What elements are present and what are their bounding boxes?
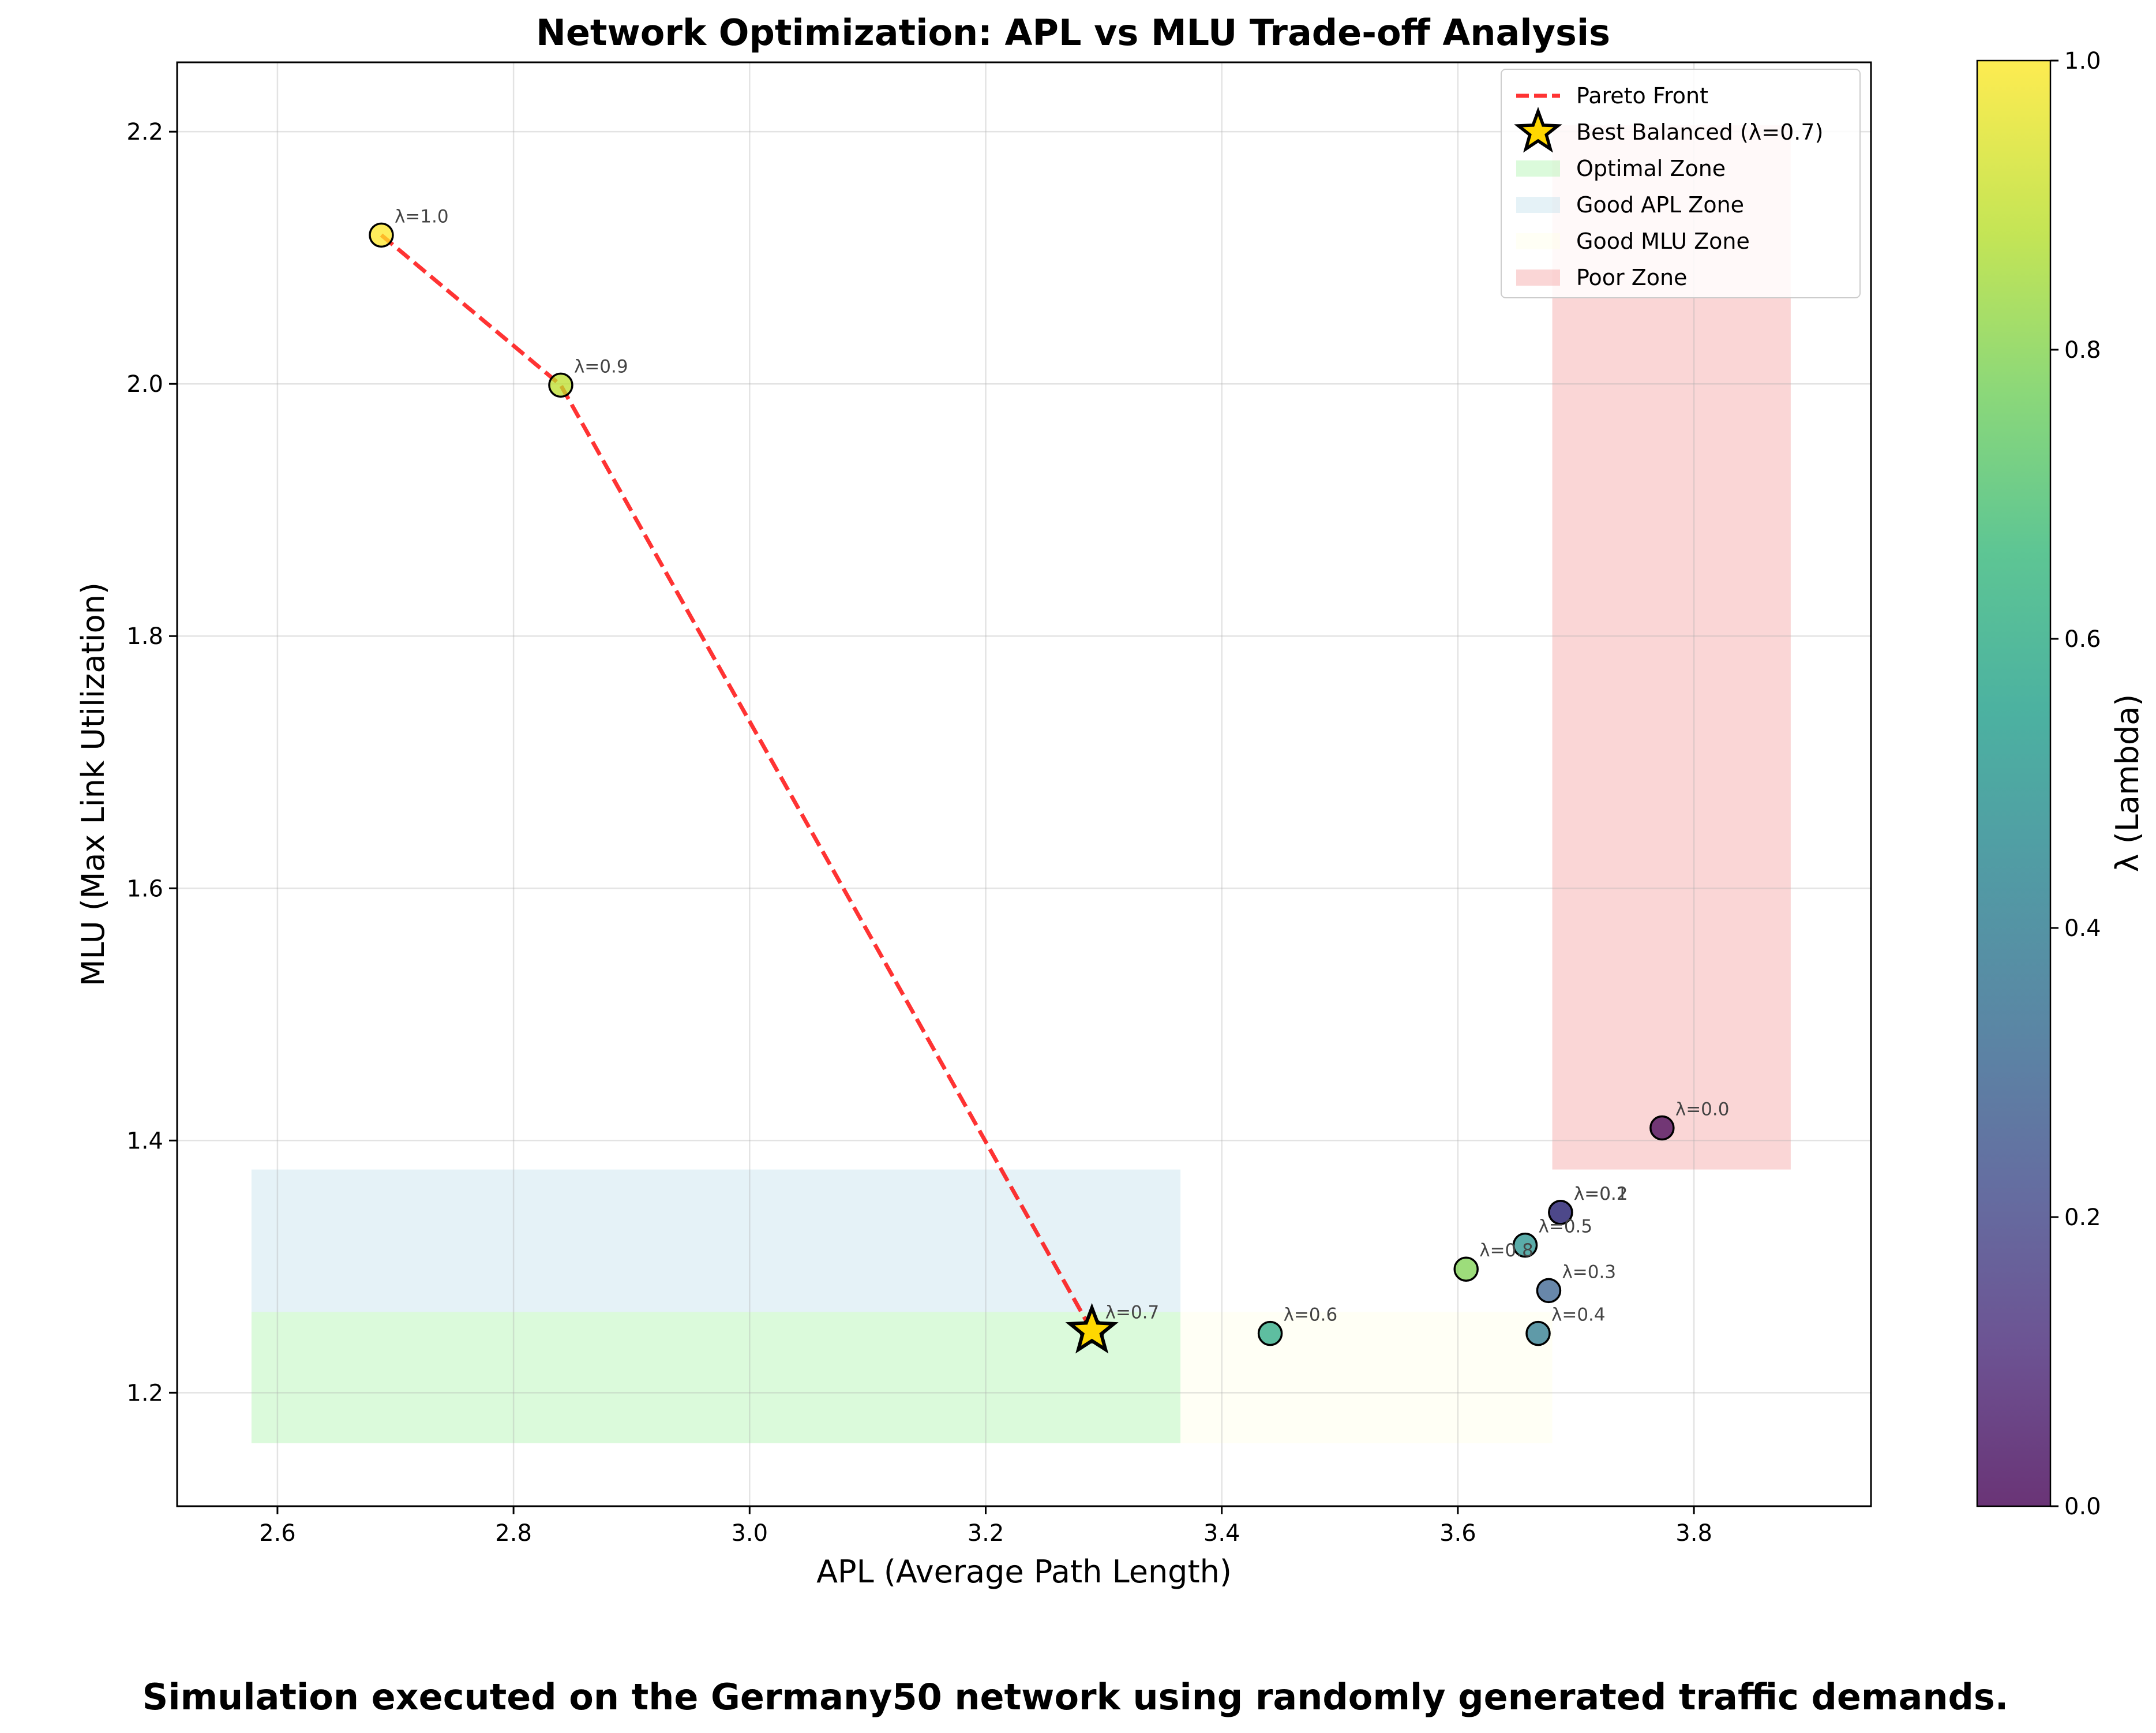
legend-label: Good APL Zone bbox=[1576, 192, 1744, 218]
y-axis-label: MLU (Max Link Utilization) bbox=[75, 582, 111, 986]
legend-label: Best Balanced (λ=0.7) bbox=[1576, 119, 1823, 145]
legend-swatch-patch bbox=[1516, 270, 1560, 286]
colorbar-tick-label: 0.4 bbox=[2064, 915, 2101, 942]
y-tick-label: 1.4 bbox=[126, 1128, 163, 1154]
point-label: λ=0.5 bbox=[1539, 1217, 1593, 1237]
legend-swatch-patch bbox=[1516, 197, 1560, 213]
point-label: λ=1.0 bbox=[395, 206, 449, 227]
caption: Simulation executed on the Germany50 net… bbox=[143, 1676, 2009, 1718]
point-label: λ=0.7 bbox=[1105, 1302, 1160, 1323]
legend-swatch-star bbox=[1514, 107, 1562, 153]
scatter-point bbox=[1525, 1320, 1551, 1346]
scatter-point bbox=[1536, 1278, 1562, 1304]
colorbar-tick-label: 1.0 bbox=[2064, 48, 2101, 74]
point-label: λ=0.0 bbox=[1675, 1099, 1730, 1120]
x-tick-label: 2.6 bbox=[259, 1520, 296, 1547]
grid-lines bbox=[177, 62, 1871, 1506]
x-axis-label: APL (Average Path Length) bbox=[816, 1554, 1232, 1590]
colorbar: 0.0 0.2 0.4 0.6 0.8 1.0 bbox=[1976, 48, 2101, 1520]
point-label: λ=0.9 bbox=[574, 356, 628, 377]
zone-poor-zone bbox=[1552, 125, 1791, 1170]
legend-box bbox=[1501, 69, 1861, 298]
y-tick-label: 2.0 bbox=[126, 371, 163, 398]
legend-label: Poor Zone bbox=[1576, 265, 1688, 290]
legend: Pareto Front Best Balanced (λ=0.7) Optimal… bbox=[1501, 69, 1861, 298]
x-tick-label: 3.2 bbox=[968, 1520, 1004, 1547]
x-tick-label: 3.4 bbox=[1203, 1520, 1240, 1547]
x-tick-label: 3.0 bbox=[731, 1520, 768, 1547]
y-axis-ticks: 1.2 1.4 1.6 1.8 2.0 2.2 bbox=[126, 119, 177, 1406]
plot-frame bbox=[176, 61, 1872, 1507]
legend-label: Optimal Zone bbox=[1576, 156, 1726, 181]
colorbar-label: λ (Lambda) bbox=[2109, 694, 2146, 873]
pareto-front-line bbox=[380, 233, 1094, 1332]
colorbar-tick-label: 0.8 bbox=[2064, 337, 2101, 364]
point-label: λ=0.2 bbox=[1574, 1184, 1628, 1204]
legend-label: Good MLU Zone bbox=[1576, 229, 1750, 254]
point-label: λ=0.1 bbox=[1574, 1184, 1628, 1204]
scatter-point bbox=[1548, 1200, 1573, 1225]
scatter-point bbox=[369, 222, 394, 248]
colorbar-tick-label: 0.0 bbox=[2064, 1494, 2101, 1520]
y-tick-label: 1.2 bbox=[126, 1380, 163, 1406]
x-tick-label: 3.6 bbox=[1439, 1520, 1476, 1547]
legend-label: Pareto Front bbox=[1576, 83, 1708, 108]
zone-rects bbox=[251, 125, 1791, 1443]
y-tick-label: 1.6 bbox=[126, 875, 163, 902]
colorbar-gradient bbox=[1976, 59, 2052, 1507]
legend-swatch-patch bbox=[1516, 233, 1560, 249]
point-labels: λ=0.0 λ=0.1λ=0.2 λ=0.3 λ=0.4 λ=0.5 λ=0.6 λ=0.7… bbox=[395, 206, 1730, 1325]
scatter-points bbox=[369, 222, 1675, 1354]
x-tick-label: 2.8 bbox=[495, 1520, 532, 1547]
best-balanced-star bbox=[1065, 1302, 1119, 1354]
point-label: λ=0.8 bbox=[1479, 1240, 1533, 1261]
colorbar-tick-label: 0.2 bbox=[2064, 1204, 2101, 1231]
scatter-point bbox=[1453, 1256, 1479, 1282]
scatter-point bbox=[1512, 1232, 1538, 1258]
scatter-point bbox=[1257, 1320, 1283, 1346]
zone-optimal-zone bbox=[251, 1312, 1181, 1443]
legend-swatch-patch bbox=[1516, 160, 1560, 177]
zone-good-apl-zone bbox=[251, 1169, 1181, 1312]
scatter-point bbox=[548, 372, 573, 398]
zone-good-mlu-zone bbox=[1180, 1312, 1553, 1443]
x-axis-ticks: 2.6 2.8 3.0 3.2 3.4 3.6 3.8 bbox=[259, 1506, 1712, 1547]
y-tick-label: 2.2 bbox=[126, 119, 163, 145]
point-label: λ=0.6 bbox=[1284, 1305, 1338, 1326]
colorbar-tick-label: 0.6 bbox=[2064, 626, 2101, 653]
point-label: λ=0.4 bbox=[1551, 1305, 1606, 1326]
pareto-front bbox=[380, 233, 1094, 1332]
point-label: λ=0.3 bbox=[1562, 1262, 1616, 1282]
chart-title: Network Optimization: APL vs MLU Trade-o… bbox=[536, 12, 1610, 54]
y-tick-label: 1.8 bbox=[126, 623, 163, 650]
scatter-point bbox=[1649, 1115, 1675, 1141]
x-tick-label: 3.8 bbox=[1675, 1520, 1712, 1547]
